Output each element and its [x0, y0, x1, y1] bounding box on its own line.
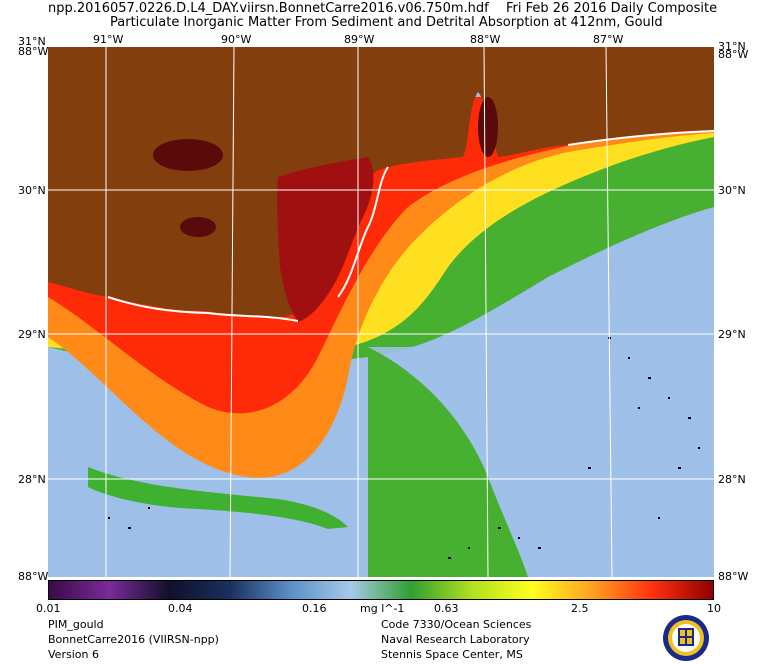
lat-label-29n-right: 29°N	[718, 328, 746, 341]
lat-label-30n-left: 30°N	[18, 184, 46, 197]
colorbar-tick-2.5: 2.5	[571, 602, 589, 615]
corner-top-right-lon: 88°W	[718, 48, 749, 61]
colorbar-tick-0.04: 0.04	[168, 602, 193, 615]
land-mass	[48, 47, 714, 317]
lon-label-88w: 88°W	[470, 33, 501, 46]
colorbar-tick-0.63: 0.63	[434, 602, 459, 615]
footer-region: BonnetCarre2016 (VIIRSN-npp)	[48, 633, 219, 646]
footer-lab: Naval Research Laboratory	[381, 633, 530, 646]
clear-water-east	[408, 222, 714, 347]
corner-top-left-lat: 31°N	[18, 35, 46, 48]
corner-bottom-right-lon: 88°W	[718, 570, 749, 583]
coastline-delta	[337, 166, 389, 298]
lon-label-89w: 89°W	[344, 33, 375, 46]
footer-product: PIM_gould	[48, 618, 104, 631]
file-name: npp.2016057.0226.D.L4_DAY.viirsn.BonnetC…	[48, 1, 489, 16]
product-title: Particulate Inorganic Matter From Sedime…	[110, 15, 663, 30]
footer-location: Stennis Space Center, MS	[381, 648, 523, 661]
satellite-map[interactable]	[48, 47, 714, 577]
inland-lake	[180, 217, 216, 237]
lat-label-30n-right: 30°N	[718, 184, 746, 197]
corner-top-left-lon: 88°W	[18, 45, 49, 58]
lat-label-28n-right: 28°N	[718, 473, 746, 486]
coastline-east	[567, 130, 714, 146]
corner-bottom-left-lon: 88°W	[18, 570, 49, 583]
delta-marsh	[277, 157, 374, 322]
footer-code: Code 7330/Ocean Sciences	[381, 618, 532, 631]
lon-label-90w: 90°W	[221, 33, 252, 46]
footer-version: Version 6	[48, 648, 99, 661]
lon-label-91w: 91°W	[93, 33, 124, 46]
plume-edge-southwest	[88, 467, 348, 529]
composite-date: Fri Feb 26 2016 Daily Composite	[506, 1, 718, 16]
mobile-bay	[478, 97, 498, 157]
graticule	[48, 47, 714, 577]
lake-pontchartrain	[153, 139, 223, 171]
colorbar	[48, 580, 714, 600]
colorbar-tick-0.16: 0.16	[302, 602, 327, 615]
colorbar-tick-10: 10	[707, 602, 721, 615]
corner-top-right-lat: 31°N	[718, 40, 746, 53]
lat-label-29n-left: 29°N	[18, 328, 46, 341]
map-svg	[48, 47, 714, 577]
colorbar-tick-0.01: 0.01	[36, 602, 61, 615]
coastline-west	[107, 296, 299, 322]
lon-label-87w: 87°W	[593, 33, 624, 46]
lat-label-28n-left: 28°N	[18, 473, 46, 486]
colorbar-units: mg l^-1	[360, 602, 405, 615]
nrl-seal-logo	[663, 615, 709, 661]
